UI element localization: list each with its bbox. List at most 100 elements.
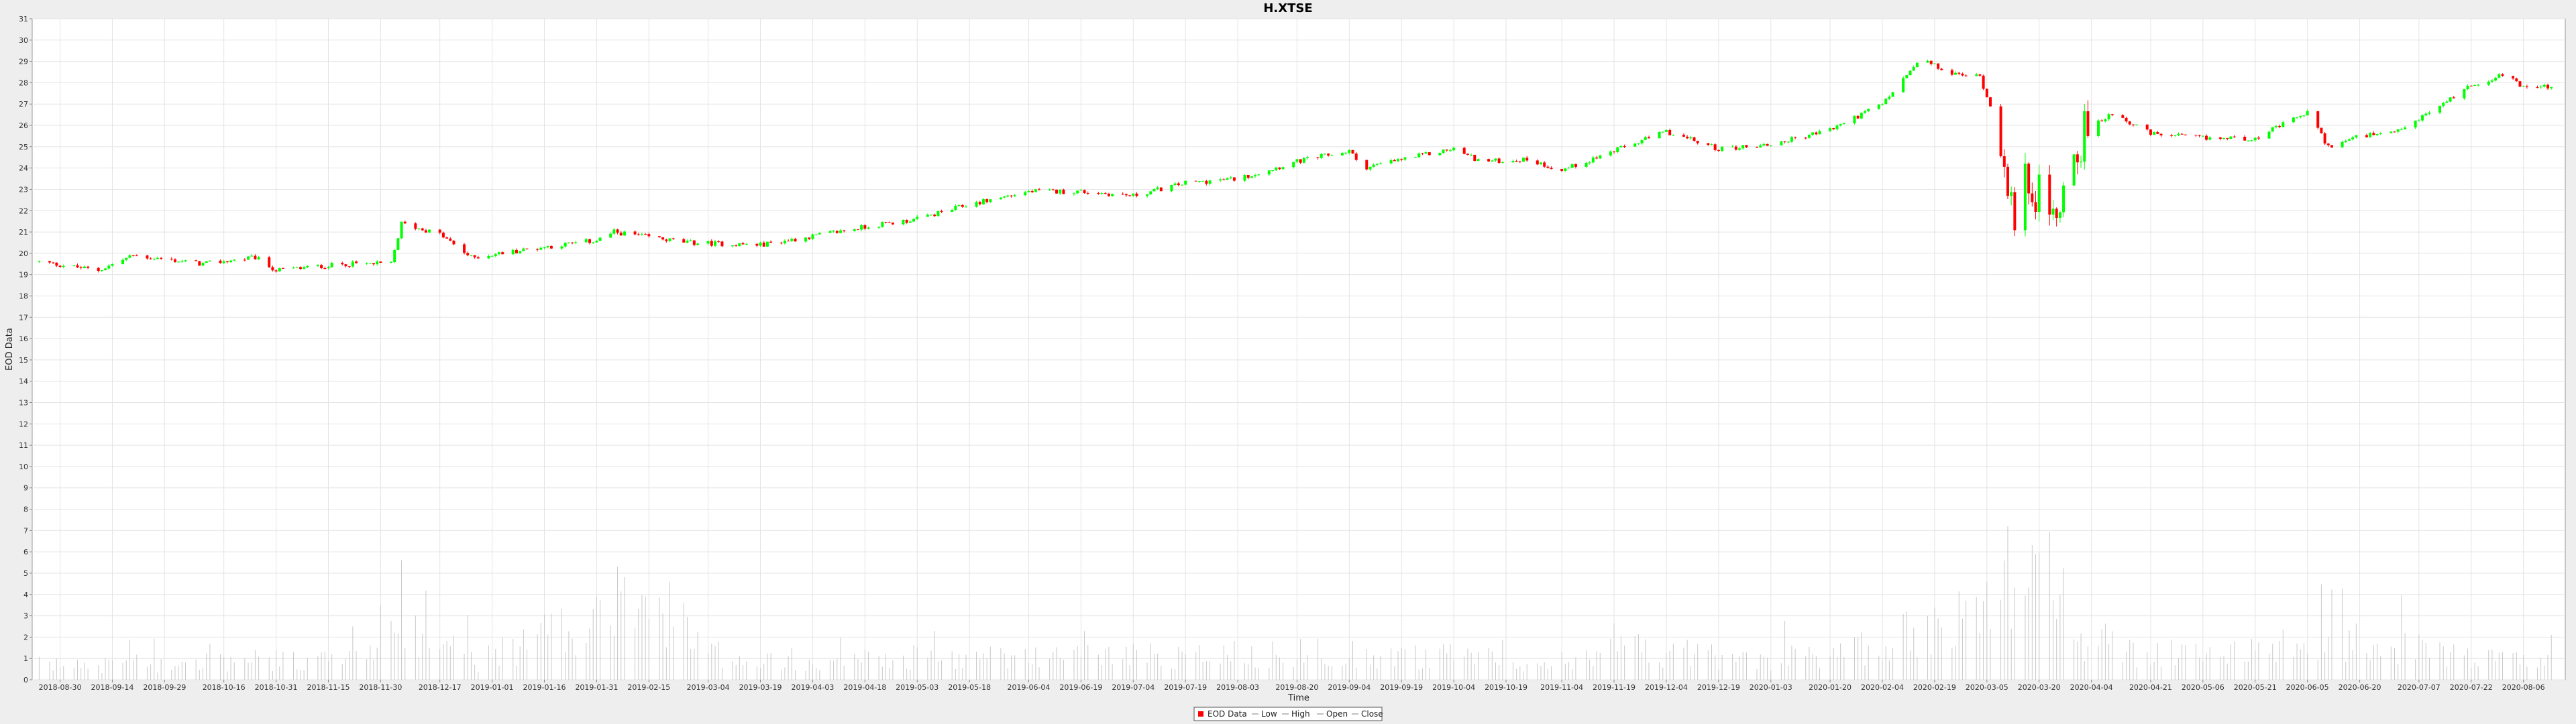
- candle-body: [1030, 190, 1034, 192]
- plot-area: [32, 18, 2566, 680]
- candle-body: [1515, 161, 1518, 162]
- candle-body: [884, 222, 888, 223]
- candle-body: [1340, 153, 1344, 156]
- candle-body: [546, 245, 549, 247]
- candle-body: [2128, 121, 2131, 125]
- y-tick-label: 9: [23, 484, 28, 493]
- candle-body: [1448, 150, 1452, 152]
- x-tick-label: 2020-06-05: [2286, 683, 2329, 692]
- candle-body: [205, 261, 208, 263]
- candle-body: [1950, 70, 1953, 75]
- candle-body: [2226, 137, 2229, 139]
- x-tick-label: 2019-01-01: [471, 683, 514, 692]
- candle-body: [1438, 153, 1442, 156]
- candle-body: [1197, 181, 1201, 182]
- candle-body: [985, 199, 989, 202]
- candle-body: [936, 211, 940, 217]
- candle-body: [2037, 174, 2041, 213]
- candle-body: [2390, 131, 2393, 133]
- candle-body: [1149, 191, 1152, 194]
- y-tick-label: 26: [19, 121, 28, 130]
- candle-body: [940, 211, 943, 213]
- candle-body: [1257, 174, 1260, 176]
- candle-body: [1072, 193, 1075, 194]
- candle-body: [706, 241, 710, 244]
- candle-body: [1034, 189, 1037, 192]
- x-tick-label: 2018-10-16: [203, 683, 246, 692]
- candle-body: [1975, 74, 1978, 76]
- candle-body: [682, 239, 686, 243]
- x-tick-label: 2019-05-03: [896, 683, 938, 692]
- candle-body: [856, 229, 859, 231]
- candle-body: [1128, 195, 1132, 196]
- candle-body: [1609, 151, 1612, 156]
- y-tick-label: 7: [23, 526, 28, 535]
- candle-body: [1501, 162, 1504, 164]
- candle-body: [981, 199, 985, 204]
- candle-body: [2205, 135, 2208, 140]
- candle-body: [1181, 184, 1184, 186]
- candle-body: [2449, 97, 2452, 102]
- candle-body: [1351, 149, 1354, 154]
- x-tick-label: 2019-07-19: [1164, 683, 1207, 692]
- y-tick-label: 6: [23, 548, 28, 556]
- candle-body: [497, 252, 500, 255]
- candle-body: [351, 261, 354, 267]
- candle-body: [1389, 160, 1393, 164]
- candle-body: [619, 233, 623, 236]
- candle-body: [1647, 137, 1650, 139]
- candle-body: [2048, 174, 2051, 215]
- candle-body: [2282, 122, 2285, 127]
- candle-body: [2404, 127, 2407, 129]
- candle-body: [1320, 154, 1323, 158]
- candle-body: [657, 236, 661, 238]
- x-tick-label: 2018-09-14: [91, 683, 133, 692]
- candle-body: [1707, 143, 1710, 145]
- candle-body: [372, 263, 376, 265]
- candle-body: [783, 241, 786, 244]
- candle-body: [1086, 193, 1089, 194]
- candle-body: [424, 230, 427, 233]
- candle-body: [2097, 120, 2100, 136]
- y-tick-label: 3: [23, 612, 28, 621]
- candle-body: [2292, 117, 2295, 123]
- y-tick-label: 1: [23, 654, 28, 663]
- candle-body: [954, 206, 957, 210]
- candle-body: [2177, 133, 2180, 135]
- candle-body: [1452, 147, 1456, 151]
- candle-body: [2477, 84, 2480, 86]
- candle-body: [1525, 158, 1529, 161]
- candle-body: [87, 266, 90, 268]
- x-tick-label: 2020-07-22: [2450, 683, 2493, 692]
- candle-body: [1522, 158, 1525, 162]
- candle-body: [2027, 164, 2031, 194]
- y-tick-label: 13: [19, 399, 28, 408]
- candle-body: [128, 255, 131, 258]
- candle-body: [735, 245, 738, 247]
- y-tick-label: 20: [19, 249, 28, 258]
- candle-body: [2051, 208, 2055, 215]
- y-tick-label: 2: [23, 633, 28, 642]
- candle-body: [1445, 149, 1448, 151]
- candle-body: [902, 220, 905, 225]
- candle-body: [1539, 162, 1542, 165]
- candle-body: [2156, 132, 2159, 134]
- candle-body: [1954, 72, 1957, 75]
- candle-body: [710, 241, 713, 246]
- candle-body: [1222, 179, 1226, 180]
- candle-body: [2208, 137, 2212, 140]
- candle-body: [853, 229, 856, 231]
- candle-body: [1076, 190, 1079, 194]
- candle-body: [616, 229, 619, 233]
- candle-body: [1201, 180, 1205, 182]
- candle-body: [1713, 144, 1717, 150]
- candle-body: [975, 202, 978, 207]
- candle-body: [867, 227, 870, 229]
- candle-body: [400, 221, 403, 239]
- candle-body: [686, 241, 689, 243]
- candle-body: [1860, 113, 1863, 119]
- candle-body: [1982, 75, 1985, 89]
- candle-body: [1915, 62, 1919, 68]
- candle-body: [1807, 135, 1811, 138]
